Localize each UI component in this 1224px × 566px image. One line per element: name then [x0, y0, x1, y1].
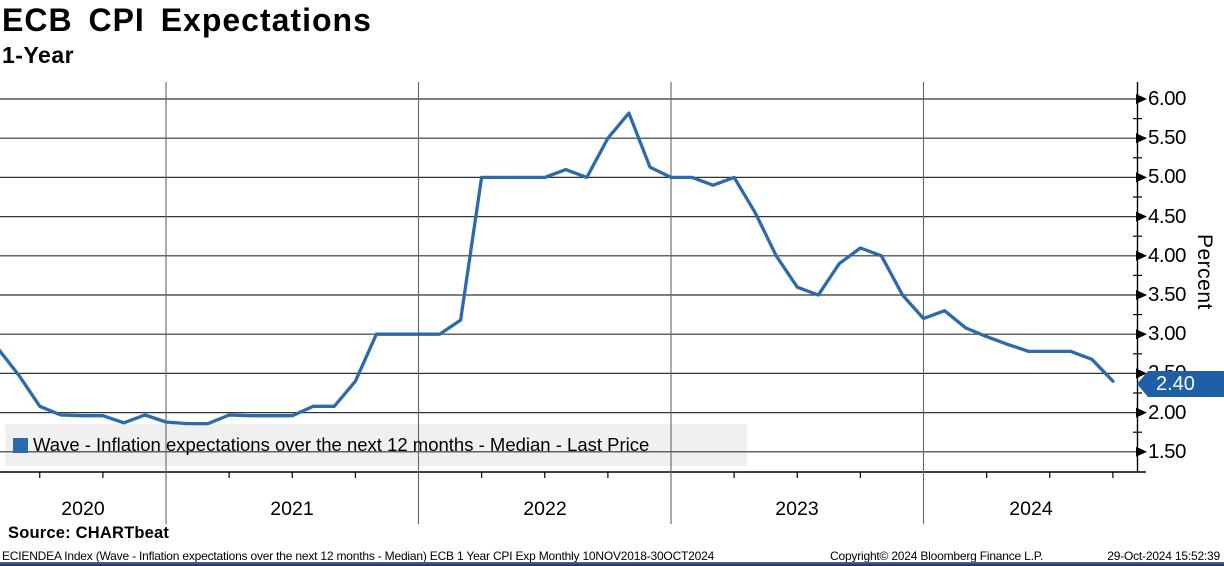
y-tick-arrow-icon [1136, 211, 1147, 222]
legend-background [5, 424, 747, 466]
footer-description: ECIENDEA Index (Wave - Inflation expecta… [2, 549, 715, 563]
y-tick-label: 3.00 [1148, 322, 1186, 346]
y-tick-label: 4.50 [1148, 204, 1186, 228]
data-line [0, 111, 1115, 426]
legend-series-swatch-icon [13, 437, 28, 453]
x-year-label: 2023 [775, 498, 819, 520]
y-tick-label: 2.00 [1148, 400, 1186, 424]
y-tick-arrow-icon [1136, 250, 1147, 261]
last-price-badge[interactable]: 2.40 [1137, 371, 1224, 397]
bottom-window-edge [0, 562, 1224, 566]
x-year-label: 2021 [270, 498, 314, 520]
y-tick-arrow-icon [1136, 94, 1147, 104]
legend-series-label: Wave - Inflation expectations over the n… [33, 434, 650, 455]
source-line: Source: CHARTbeat [8, 524, 170, 542]
legend[interactable]: Wave - Inflation expectations over the n… [5, 424, 747, 466]
last-price-badge-arrow-icon [1137, 371, 1148, 397]
y-tick-arrow-icon [1136, 446, 1147, 457]
y-tick-label: 4.00 [1148, 243, 1186, 267]
y-tick-label: 3.50 [1148, 283, 1186, 306]
y-tick-label: 5.00 [1148, 165, 1186, 189]
page-title: ECB CPI Expectations [2, 2, 372, 38]
footer-timestamp: 29-Oct-2024 15:52:39 [1107, 549, 1220, 563]
x-year-label: 2022 [523, 498, 567, 520]
page-subtitle: 1-Year [2, 42, 75, 68]
footer-copyright: Copyright© 2024 Bloomberg Finance L.P. [830, 549, 1044, 563]
y-axis-title: Percent [1193, 234, 1216, 310]
y-tick-arrow-icon [1136, 133, 1147, 144]
y-tick-arrow-icon [1136, 407, 1147, 418]
y-tick-label: 6.00 [1148, 87, 1186, 110]
last-price-badge-value: 2.40 [1148, 371, 1224, 397]
x-year-label: 2024 [1009, 498, 1053, 520]
y-tick-arrow-icon [1136, 329, 1147, 340]
chart-plot-area[interactable] [0, 82, 1224, 528]
y-tick-label: 1.50 [1148, 439, 1186, 463]
y-tick-label: 5.50 [1148, 126, 1186, 150]
x-year-label: 2020 [61, 498, 105, 520]
y-tick-arrow-icon [1136, 290, 1147, 300]
y-tick-arrow-icon [1136, 172, 1147, 183]
